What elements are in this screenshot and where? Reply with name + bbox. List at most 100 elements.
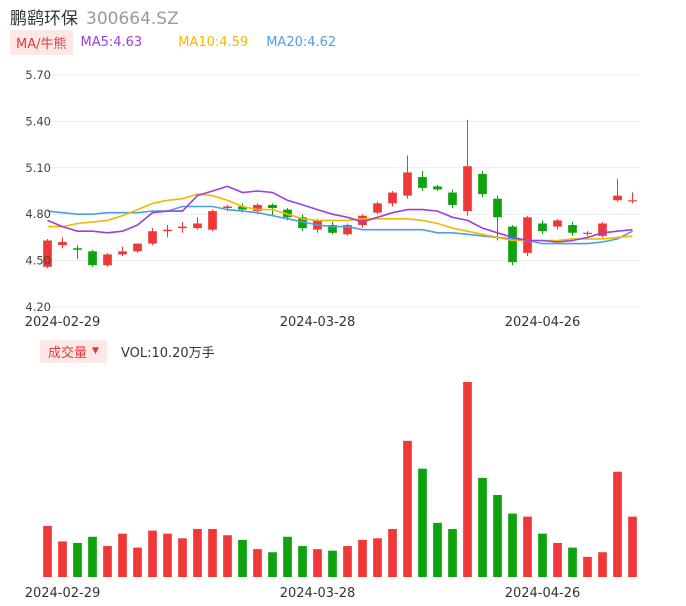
candle-body [598, 223, 607, 236]
candle-body [358, 215, 367, 226]
volume-bar [268, 552, 277, 577]
volume-bar [103, 546, 112, 577]
candlesticks [43, 119, 637, 269]
candle-body [463, 166, 472, 212]
volume-bar [253, 549, 262, 577]
date-axis-labels: 2024-02-29 2024-02-29 2024-03-28 2024-03-28… [25, 315, 581, 601]
candle-body [193, 223, 202, 229]
candle-body [268, 204, 277, 209]
volume-bar [538, 533, 547, 577]
candle-body [253, 204, 262, 212]
candle-body [553, 220, 562, 227]
stock-header: 鹏鹞环保 300664.SZ [10, 4, 179, 29]
volume-bar [523, 516, 532, 577]
price-tick-label: 4.20 [25, 300, 51, 314]
volume-bar [433, 522, 442, 577]
ma-toggle-button[interactable]: MA/牛熊 [10, 29, 73, 55]
candle-body [328, 225, 337, 233]
candle-body [88, 251, 97, 266]
ma20-label: MA20:4.62 [266, 34, 337, 50]
volume-bar [313, 549, 322, 577]
stock-code: 300664.SZ [86, 9, 179, 29]
ma10-label: MA10:4.59 [178, 34, 249, 50]
date-tick-label: 2024-04-26 [505, 586, 581, 601]
volume-bar [298, 546, 307, 577]
candle-body [538, 223, 547, 232]
price-tick-label: 4.50 [25, 254, 51, 268]
volume-bar [568, 547, 577, 577]
volume-selector-label: 成交量 [48, 345, 88, 361]
volume-bar [463, 382, 472, 577]
caret-down-icon: ▼ [92, 346, 99, 356]
volume-bar [178, 538, 187, 577]
candle-body [343, 225, 352, 235]
volume-bar [373, 538, 382, 577]
candle-body [403, 172, 412, 196]
volume-bar [58, 541, 67, 577]
candle-body [223, 206, 232, 209]
volume-bar [223, 535, 232, 577]
price-tick-label: 5.40 [25, 114, 51, 128]
volume-bar [328, 550, 337, 577]
volume-bar [418, 468, 427, 577]
candle-body [508, 226, 517, 263]
candle-body [388, 192, 397, 204]
date-tick-label: 2024-02-29 [25, 586, 101, 601]
volume-value: VOL:10.20万手 [120, 345, 215, 361]
candle-body [148, 231, 157, 244]
volume-bar [628, 516, 637, 577]
volume-bar [613, 471, 622, 577]
ma-legend: MA/牛熊 MA5:4.63 MA10:4.59 MA20:4.62 [10, 29, 337, 55]
volume-bar [493, 494, 502, 577]
candle-body [613, 195, 622, 201]
volume-bar [43, 525, 52, 577]
candle-body [133, 243, 142, 252]
volume-bar [598, 552, 607, 577]
moving-average-lines [47, 185, 633, 245]
price-axis-labels: 5.70 5.40 5.10 4.80 4.50 4.20 [25, 68, 51, 314]
volume-bar [358, 539, 367, 577]
price-tick-label: 5.70 [25, 68, 51, 82]
candle-body [43, 240, 52, 267]
volume-bar [508, 513, 517, 577]
candle-body [208, 211, 217, 230]
candle-body [433, 186, 442, 190]
candle-body [178, 226, 187, 229]
volume-bar [283, 536, 292, 577]
ma10-line [47, 193, 633, 242]
date-tick-label: 2024-02-29 [25, 315, 101, 330]
volume-bar [583, 556, 592, 577]
candle-body [448, 192, 457, 205]
volume-bar [478, 477, 487, 577]
candle-body [418, 177, 427, 188]
candle-body [523, 217, 532, 253]
candle-body [163, 229, 172, 232]
price-tick-label: 5.10 [25, 161, 51, 175]
volume-bars [43, 382, 637, 577]
volume-bar [388, 529, 397, 577]
date-tick-label: 2024-03-28 [280, 315, 356, 330]
volume-bar [553, 542, 562, 577]
candle-body [73, 248, 82, 250]
volume-selector-button[interactable]: 成交量 ▼ [40, 339, 107, 363]
date-tick-label: 2024-03-28 [280, 586, 356, 601]
date-tick-label: 2024-04-26 [505, 315, 581, 330]
candle-body [238, 206, 247, 210]
volume-bar [448, 529, 457, 577]
volume-bar [88, 536, 97, 577]
candle-body [568, 225, 577, 233]
volume-bar [73, 542, 82, 577]
ma5-line [47, 185, 633, 243]
volume-bar [118, 533, 127, 577]
volume-bar [208, 529, 217, 577]
candle-body [583, 232, 592, 234]
volume-bar [403, 440, 412, 577]
candle-body [58, 242, 67, 246]
volume-bar [133, 547, 142, 577]
candle-body [628, 200, 637, 202]
candle-body [118, 251, 127, 255]
price-grid [40, 74, 640, 308]
candle-body [103, 254, 112, 266]
volume-bar [238, 539, 247, 577]
